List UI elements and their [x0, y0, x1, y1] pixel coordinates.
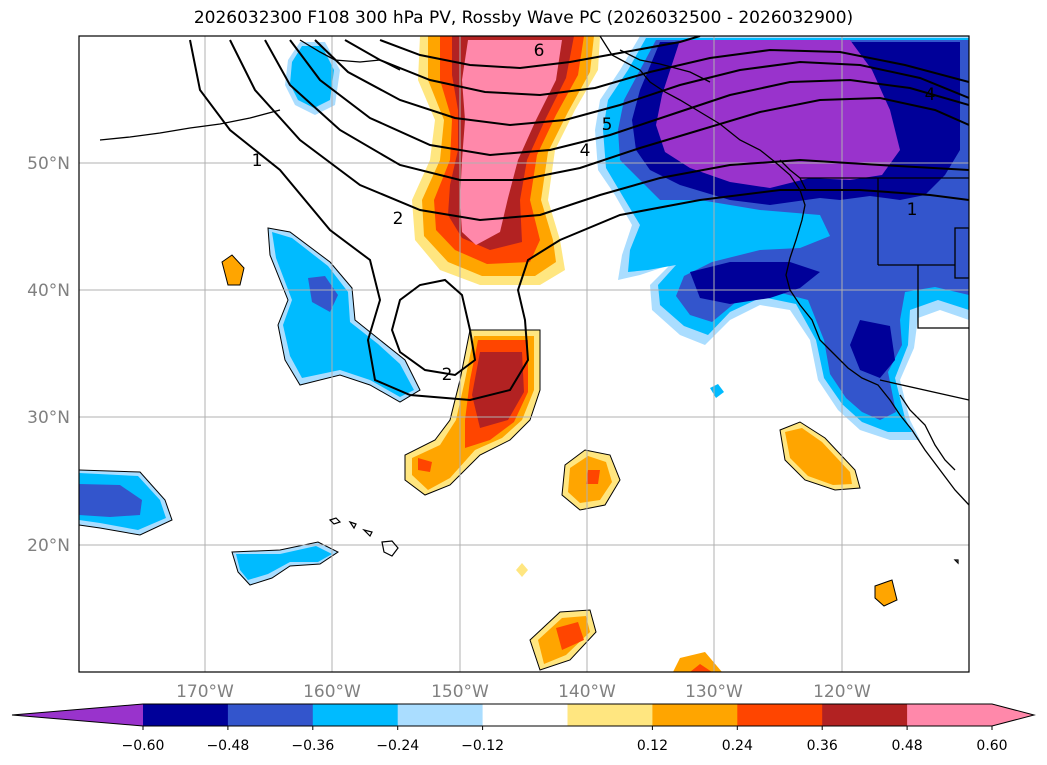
colorbar-tick-label: −0.60 — [122, 738, 165, 754]
colorbar-swatch — [567, 704, 653, 726]
islands — [328, 517, 959, 565]
contour-label: 4 — [580, 141, 591, 161]
negative-anomaly-north — [285, 42, 340, 115]
colorbar-swatch — [227, 704, 314, 726]
lon-label: 160°W — [303, 682, 361, 702]
colorbar-tick-label: −0.48 — [206, 738, 249, 754]
contour-label: 6 — [534, 41, 545, 61]
colorbar-swatch — [652, 704, 738, 726]
contour-label: 4 — [925, 85, 936, 105]
contours — [189, 36, 969, 402]
colorbar-tick-label: −0.24 — [376, 738, 419, 754]
lon-label: 150°W — [431, 682, 489, 702]
map-frame — [78, 35, 970, 673]
colorbar-tick-label: 0.60 — [976, 738, 1007, 754]
map-area: 6 5 4 4 1 2 2 1 — [79, 36, 969, 672]
latitude-labels: 50°N 40°N 30°N 20°N — [27, 154, 70, 556]
colorbar-swatch — [482, 704, 568, 726]
colorbar-swatch — [737, 704, 823, 726]
colorbar-ticks: −0.60 −0.48 −0.36 −0.24 −0.12 0.12 0.24 0.36 0.4… — [122, 726, 1008, 754]
colorbar-tick-label: 0.24 — [722, 738, 753, 754]
contour-label: 1 — [907, 200, 918, 220]
lon-label: 130°W — [685, 682, 743, 702]
negative-anomaly-south — [79, 470, 338, 585]
colorbar-swatch — [143, 704, 229, 726]
contour-label: 5 — [602, 115, 613, 135]
colorbar-tick-label: −0.36 — [291, 738, 334, 754]
colorbar-swatch — [397, 704, 484, 726]
lon-label: 140°W — [558, 682, 616, 702]
lon-label: 120°W — [813, 682, 871, 702]
negative-anomaly-west — [268, 228, 420, 402]
colorbar-tick-label: −0.12 — [461, 738, 504, 754]
colorbar-swatch — [312, 704, 399, 726]
positive-anomaly-small — [222, 255, 897, 672]
negative-anomaly-east — [595, 36, 969, 440]
colorbar-swatch — [907, 704, 993, 726]
colorbar-extend-right — [992, 704, 1034, 726]
graticule — [79, 36, 969, 672]
longitude-labels: 170°W 160°W 150°W 140°W 130°W 120°W — [176, 682, 871, 702]
lat-label: 50°N — [27, 154, 70, 174]
contour-label: 2 — [442, 365, 453, 385]
colorbar-tick-label: 0.12 — [637, 738, 668, 754]
colorbar-swatch — [822, 704, 908, 726]
positive-anomaly-north — [412, 36, 600, 285]
colorbar — [11, 703, 1036, 727]
lat-label: 20°N — [27, 536, 70, 556]
lat-label: 30°N — [27, 408, 70, 428]
map-title: 2026032300 F108 300 hPa PV, Rossby Wave … — [193, 8, 854, 28]
colorbar-extend-left — [12, 704, 143, 726]
contour-label: 1 — [252, 151, 263, 171]
colorbar-tick-label: 0.36 — [807, 738, 838, 754]
lat-label: 40°N — [27, 281, 70, 301]
lon-label: 170°W — [176, 682, 234, 702]
contour-label: 2 — [393, 209, 404, 229]
anomaly-outlines — [79, 227, 898, 671]
contour-label-group: 6 5 4 4 1 2 2 1 — [252, 41, 936, 385]
colorbar-tick-label: 0.48 — [892, 738, 923, 754]
